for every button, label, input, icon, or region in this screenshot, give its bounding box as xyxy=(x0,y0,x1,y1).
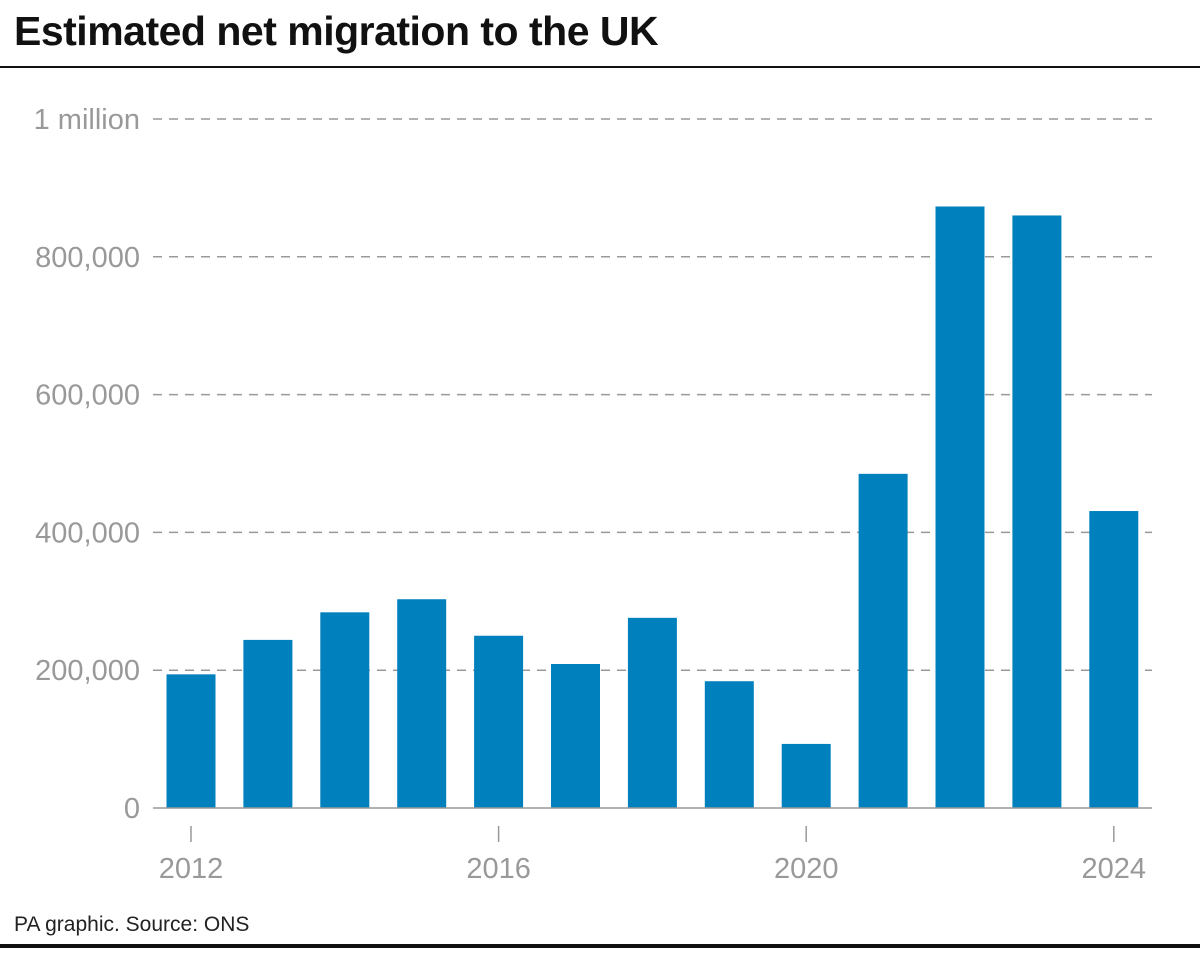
y-tick-label: 0 xyxy=(124,793,140,825)
y-tick-label: 800,000 xyxy=(35,242,140,274)
bar-2021 xyxy=(858,473,908,808)
bar-2014 xyxy=(320,612,370,808)
y-tick-label: 200,000 xyxy=(35,655,140,687)
bar-2022 xyxy=(935,206,985,809)
source-note: PA graphic. Source: ONS xyxy=(14,913,250,936)
x-tick-label: 2016 xyxy=(466,853,531,885)
bar-2019 xyxy=(704,681,754,808)
x-tick-label: 2012 xyxy=(159,853,224,885)
y-tick-label: 600,000 xyxy=(35,380,140,412)
bar-2018 xyxy=(627,617,677,808)
bar-2016 xyxy=(474,635,524,808)
x-tick-label: 2024 xyxy=(1082,853,1147,885)
bottom-divider xyxy=(0,944,1200,948)
x-tick-label: 2020 xyxy=(774,853,839,885)
chart-title: Estimated net migration to the UK xyxy=(14,8,659,54)
bar-2015 xyxy=(397,599,447,808)
bar-2012 xyxy=(166,674,216,808)
bar-2024 xyxy=(1089,511,1139,808)
bar-2013 xyxy=(243,639,293,808)
title-divider xyxy=(0,66,1200,68)
y-tick-label: 400,000 xyxy=(35,517,140,549)
bar-2017 xyxy=(551,663,600,808)
bar-2023 xyxy=(1012,215,1062,808)
y-tick-label: 1 million xyxy=(34,104,140,136)
bar-2020 xyxy=(781,743,831,808)
